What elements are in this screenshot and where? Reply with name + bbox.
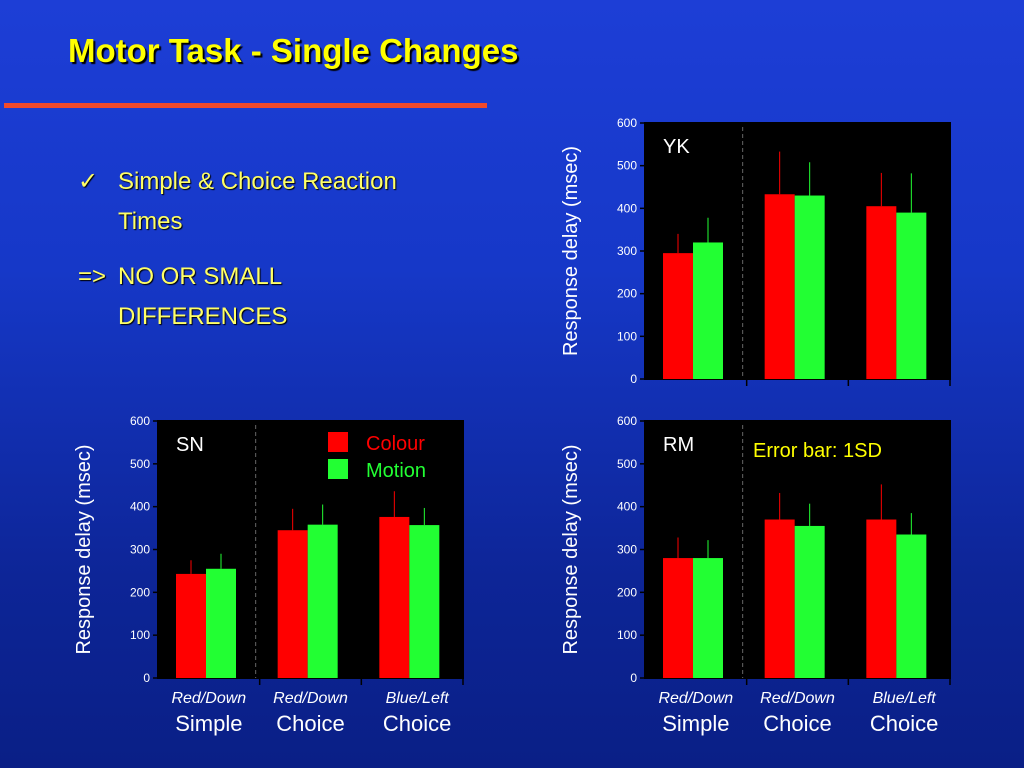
chart-sn-category-top-label: Red/Down xyxy=(273,690,348,707)
chart-sn-legend-label-colour: Colour xyxy=(366,433,425,455)
chart-sn-category-bottom-label: Choice xyxy=(276,711,344,736)
chart-rm-bar-colour xyxy=(764,519,795,678)
chart-rm-bar-colour xyxy=(866,519,897,678)
chart-rm-annotation: Error bar: 1SD xyxy=(753,440,882,462)
chart-rm-bar-colour xyxy=(663,558,693,678)
bullet-list: ✓ Simple & Choice Reaction Times => NO O… xyxy=(78,162,498,337)
checkmark-icon: ✓ xyxy=(78,168,99,195)
title-underline xyxy=(4,103,487,108)
chart-rm-y-tick-label: 0 xyxy=(630,671,637,685)
chart-yk-bar-motion xyxy=(693,242,723,379)
bullet-line: DIFFERENCES xyxy=(118,303,288,330)
chart-rm-category-top-label: Blue/Left xyxy=(873,690,937,707)
bullet-line: NO OR SMALL xyxy=(118,263,283,290)
chart-yk-y-tick-label: 0 xyxy=(630,372,637,386)
chart-rm-y-tick-label: 100 xyxy=(617,628,637,642)
chart-rm-category-top-label: Red/Down xyxy=(658,690,733,707)
chart-sn-y-tick-label: 600 xyxy=(130,414,150,428)
chart-yk-bar-colour xyxy=(663,253,693,379)
chart-rm-bar-motion xyxy=(794,525,825,678)
chart-yk-y-tick-label: 400 xyxy=(617,201,637,215)
chart-rm-panel-label: RM xyxy=(663,434,694,456)
chart-yk-bar-colour xyxy=(866,206,897,379)
chart-yk-bar-motion xyxy=(794,195,825,379)
chart-sn-y-tick-label: 500 xyxy=(130,457,150,471)
chart-sn-bar-colour xyxy=(379,516,410,678)
chart-sn-bar-colour xyxy=(176,573,206,678)
chart-sn-category-top-label: Red/Down xyxy=(171,690,246,707)
chart-yk-bar-motion xyxy=(896,212,927,379)
chart-sn-y-axis-label: Response delay (msec) xyxy=(73,444,95,654)
chart-sn-legend-label-motion: Motion xyxy=(366,460,426,482)
chart-sn-legend-swatch-motion xyxy=(328,459,348,479)
arrow-icon: => xyxy=(78,263,107,290)
chart-rm-y-tick-label: 200 xyxy=(617,585,637,599)
chart-sn-bar-motion xyxy=(307,524,338,678)
chart-yk-panel-label: YK xyxy=(663,136,690,158)
chart-sn-bar-motion xyxy=(409,525,440,678)
chart-rm-bar-motion xyxy=(896,534,927,678)
chart-yk-y-tick-label: 200 xyxy=(617,287,637,301)
chart-rm-bar-motion xyxy=(693,558,723,678)
chart-yk-bar-colour xyxy=(764,194,795,379)
chart-rm-y-tick-label: 300 xyxy=(617,543,637,557)
chart-sn-category-top-label: Blue/Left xyxy=(386,690,450,707)
chart-rm-category-bottom-label: Choice xyxy=(870,711,938,736)
chart-rm-y-axis-label: Response delay (msec) xyxy=(560,444,582,654)
bullet-item-conclusion: => NO OR SMALL DIFFERENCES xyxy=(78,257,498,337)
chart-sn-category-bottom-label: Simple xyxy=(175,711,242,736)
bullet-item-reaction-times: ✓ Simple & Choice Reaction Times xyxy=(78,162,498,242)
bullet-line: Times xyxy=(118,208,183,235)
bullet-line: Simple & Choice Reaction xyxy=(118,168,397,195)
chart-sn-panel-label: SN xyxy=(176,434,204,456)
chart-sn-legend-swatch-colour xyxy=(328,432,348,452)
chart-sn-category-bottom-label: Choice xyxy=(383,711,451,736)
chart-rm-y-tick-label: 400 xyxy=(617,500,637,514)
chart-sn-y-tick-label: 100 xyxy=(130,628,150,642)
chart-rm-category-bottom-label: Simple xyxy=(662,711,729,736)
slide-title: Motor Task - Single Changes xyxy=(68,32,519,69)
chart-yk-y-tick-label: 300 xyxy=(617,244,637,258)
chart-yk-y-axis-label: Response delay (msec) xyxy=(560,146,582,356)
chart-sn-y-tick-label: 200 xyxy=(130,585,150,599)
chart-rm-category-top-label: Red/Down xyxy=(760,690,835,707)
chart-yk-y-tick-label: 100 xyxy=(617,329,637,343)
chart-yk-y-tick-label: 600 xyxy=(617,116,637,130)
chart-sn-y-tick-label: 0 xyxy=(143,671,150,685)
chart-yk-y-tick-label: 500 xyxy=(617,159,637,173)
chart-sn-y-tick-label: 300 xyxy=(130,543,150,557)
chart-rm-y-tick-label: 600 xyxy=(617,414,637,428)
chart-rm-category-bottom-label: Choice xyxy=(763,711,831,736)
chart-rm-y-tick-label: 500 xyxy=(617,457,637,471)
chart-sn-y-tick-label: 400 xyxy=(130,500,150,514)
chart-sn-bar-colour xyxy=(277,530,308,678)
chart-sn-bar-motion xyxy=(206,568,236,678)
